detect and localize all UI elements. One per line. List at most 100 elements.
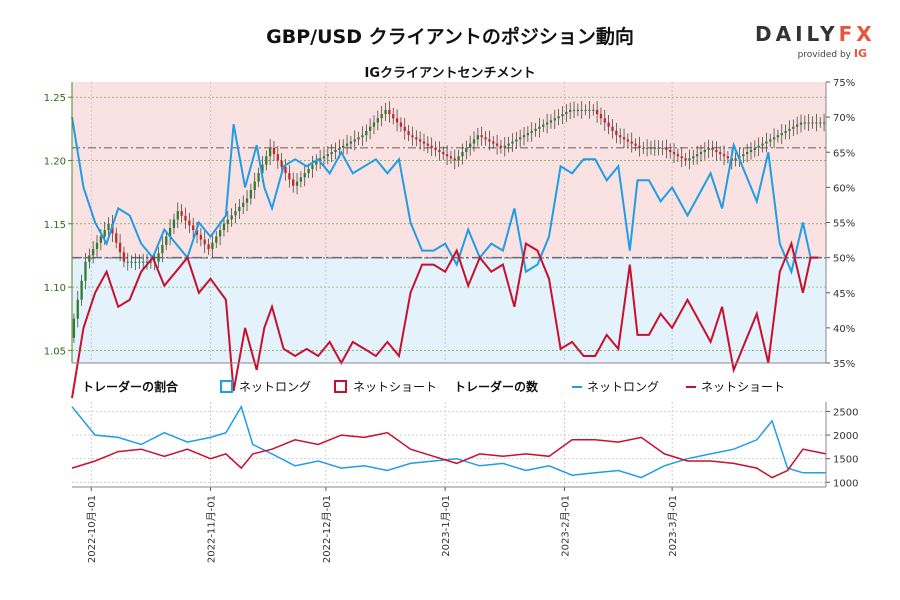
candle-down bbox=[434, 147, 437, 150]
candle-up bbox=[653, 147, 656, 149]
candle-up bbox=[103, 230, 106, 237]
candle-up bbox=[703, 149, 706, 153]
candle-up bbox=[772, 137, 776, 140]
net-short-region bbox=[72, 82, 826, 258]
candle-up bbox=[365, 130, 368, 136]
candle-up bbox=[549, 120, 553, 123]
candle-up bbox=[307, 168, 310, 174]
candle-up bbox=[242, 202, 245, 207]
candle-up bbox=[545, 122, 549, 125]
legend-count-title: トレーダーの数 bbox=[454, 379, 539, 394]
candle-up bbox=[211, 242, 214, 250]
candle-up bbox=[84, 261, 87, 281]
candle-down bbox=[676, 154, 680, 157]
ratio-net-short-line bbox=[71, 240, 819, 399]
candle-up bbox=[88, 255, 91, 262]
ratio-tick-label: 50% bbox=[833, 254, 855, 265]
axes: 1.05 1.10 1.15 1.20 1.25 35% 40% 45% 50% 55% 60% 65… bbox=[44, 78, 859, 563]
candle-up bbox=[142, 261, 145, 263]
candle-down bbox=[499, 145, 503, 148]
candle-up bbox=[819, 122, 822, 124]
x-tick-label: 2022-10月-01 bbox=[86, 495, 98, 563]
candle-up bbox=[776, 135, 780, 138]
ratio-tick-label: 75% bbox=[833, 78, 855, 89]
candle-up bbox=[361, 135, 364, 138]
candle-up bbox=[780, 133, 783, 136]
candle-down bbox=[207, 244, 210, 250]
logo-provided-text: provided by bbox=[797, 50, 851, 60]
candle-up bbox=[769, 139, 772, 142]
candle-down bbox=[672, 152, 676, 155]
candle-up bbox=[299, 177, 303, 182]
ratio-tick-label: 55% bbox=[833, 219, 855, 230]
price-tick-label: 1.10 bbox=[44, 283, 66, 294]
candle-down bbox=[680, 156, 683, 159]
candle-up bbox=[218, 230, 222, 237]
candle-down bbox=[426, 143, 429, 146]
price-tick-label: 1.25 bbox=[44, 93, 66, 104]
candle-up bbox=[322, 156, 326, 159]
candle-up bbox=[807, 122, 810, 124]
count-tick-label: 2500 bbox=[833, 407, 858, 418]
candle-up bbox=[692, 156, 695, 159]
candle-up bbox=[695, 154, 699, 157]
candle-down bbox=[615, 130, 618, 136]
candle-up bbox=[553, 118, 556, 121]
candle-up bbox=[253, 181, 256, 191]
candle-up bbox=[534, 128, 537, 131]
candle-up bbox=[765, 141, 768, 144]
candle-up bbox=[215, 236, 218, 243]
candle-up bbox=[165, 236, 168, 245]
candle-up bbox=[222, 223, 226, 231]
candle-up bbox=[645, 147, 649, 149]
ratio-tick-label: 60% bbox=[833, 183, 855, 194]
x-tick-label: 2023-1月-01 bbox=[440, 495, 452, 557]
legend: トレーダーの割合 ネットロング ネットショート トレーダーの数 ネットロング ネ… bbox=[82, 379, 785, 394]
price-tick-label: 1.05 bbox=[44, 346, 66, 357]
candle-up bbox=[261, 164, 264, 174]
candle-up bbox=[472, 139, 476, 144]
candle-up bbox=[342, 145, 345, 148]
candle-up bbox=[461, 152, 464, 157]
candle-up bbox=[330, 152, 333, 155]
candle-down bbox=[453, 158, 456, 161]
x-tick-label: 2023-2月-01 bbox=[559, 495, 571, 557]
candle-up bbox=[172, 219, 176, 228]
candle-up bbox=[511, 141, 514, 144]
ratio-tick-label: 45% bbox=[833, 289, 855, 300]
candle-up bbox=[338, 147, 341, 150]
candle-up bbox=[315, 160, 318, 165]
count-tick-label: 2000 bbox=[833, 431, 858, 442]
candle-down bbox=[622, 137, 626, 140]
candle-down bbox=[272, 147, 276, 155]
candle-up bbox=[530, 130, 533, 134]
candle-down bbox=[619, 135, 622, 138]
candle-up bbox=[380, 114, 383, 119]
candle-up bbox=[145, 261, 149, 263]
candle-down bbox=[607, 122, 610, 127]
candle-down bbox=[719, 152, 722, 155]
candle-up bbox=[592, 109, 595, 111]
candle-down bbox=[422, 141, 426, 144]
candle-up bbox=[642, 147, 645, 149]
candle-up bbox=[238, 206, 241, 212]
candle-up bbox=[476, 135, 480, 140]
x-tick-label: 2022-11月-01 bbox=[205, 495, 217, 563]
candle-up bbox=[742, 154, 745, 157]
candle-down bbox=[115, 233, 118, 243]
ratio-tick-label: 40% bbox=[833, 324, 855, 335]
candle-up bbox=[753, 147, 756, 150]
candle-up bbox=[565, 111, 568, 115]
candle-up bbox=[76, 299, 79, 319]
candle-up bbox=[734, 158, 737, 161]
background-regions bbox=[72, 82, 826, 363]
candle-down bbox=[195, 230, 199, 235]
candle-up bbox=[168, 227, 172, 237]
candle-up bbox=[257, 173, 260, 182]
candle-down bbox=[180, 211, 183, 216]
candle-up bbox=[588, 109, 591, 111]
logo-ig: IG bbox=[853, 47, 867, 60]
candle-up bbox=[688, 158, 691, 161]
candle-up bbox=[457, 156, 460, 161]
